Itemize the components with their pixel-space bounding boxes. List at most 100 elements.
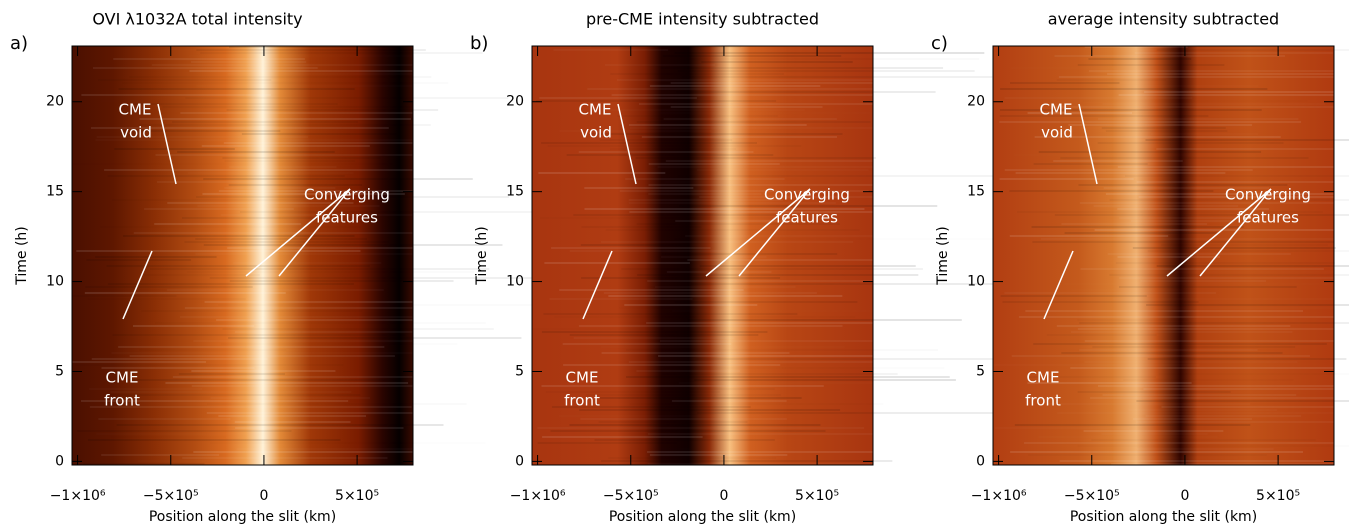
heatmap-streak xyxy=(559,289,744,291)
heatmap-streak xyxy=(619,190,869,192)
heatmap-streak xyxy=(1071,289,1182,291)
heatmap-streak xyxy=(1054,214,1349,216)
heatmap-streak xyxy=(538,172,666,174)
heatmap-streak xyxy=(601,460,893,462)
heatmap-streak xyxy=(1134,52,1333,54)
heatmap-streak xyxy=(1068,124,1253,126)
heatmap-streak xyxy=(151,64,475,66)
plot-frame xyxy=(71,45,414,466)
heatmap-streak xyxy=(1102,103,1325,105)
heatmap-streak xyxy=(636,223,840,225)
y-axis-label: Time (h) xyxy=(14,226,30,286)
annotation-line xyxy=(245,188,351,277)
heatmap-streak xyxy=(1161,244,1328,246)
heatmap-streak xyxy=(72,361,206,363)
heatmap-streak xyxy=(639,448,772,450)
heatmap-streak xyxy=(636,370,741,372)
heatmap-streak xyxy=(1144,91,1349,93)
heatmap-streak xyxy=(1125,175,1349,177)
heatmap-streak xyxy=(1014,424,1251,426)
y-tick-label: 15 xyxy=(506,184,524,200)
heatmap-streak xyxy=(110,394,361,396)
heatmap-streak xyxy=(994,364,1200,366)
chart-title: OVI λ1032A total intensity xyxy=(92,10,302,29)
heatmap-streak xyxy=(674,238,1010,240)
heatmap-streak xyxy=(240,211,580,213)
heatmap-streak xyxy=(687,58,979,60)
heatmap-streak xyxy=(659,340,925,342)
heatmap-streak xyxy=(605,64,715,66)
heatmap-streak xyxy=(562,343,732,345)
heatmap-streak xyxy=(587,88,896,90)
heatmap-streak xyxy=(107,175,345,177)
heatmap-streak xyxy=(549,298,692,300)
annotation: Converging xyxy=(1225,186,1311,204)
heatmap-streak xyxy=(1027,112,1133,114)
heatmap-streak xyxy=(1010,451,1303,453)
heatmap-streak xyxy=(118,88,355,90)
heatmap-streak xyxy=(579,409,841,411)
heatmap-streak xyxy=(101,367,255,369)
x-tick-label: −5×10⁵ xyxy=(143,488,199,504)
heatmap-streak xyxy=(999,121,1302,123)
annotation: features xyxy=(776,209,838,227)
heatmap-streak xyxy=(191,370,336,372)
heatmap-streak xyxy=(672,310,878,312)
heatmap-streak xyxy=(1084,361,1297,363)
heatmap-streak xyxy=(1136,181,1349,183)
heatmap-streak xyxy=(629,403,883,405)
plot-frame xyxy=(531,45,874,466)
heatmap-streak xyxy=(671,400,787,402)
heatmap-streak xyxy=(699,265,916,267)
heatmap-streak xyxy=(73,163,393,165)
heatmap-streak xyxy=(636,121,871,123)
heatmap-streak xyxy=(122,82,448,84)
heatmap-streak xyxy=(1097,142,1284,144)
heatmap-streak xyxy=(594,439,775,441)
heatmap-streak xyxy=(1077,64,1225,66)
heatmap-streak xyxy=(144,208,294,210)
heatmap-streak xyxy=(1084,340,1349,342)
annotation-line xyxy=(738,188,811,277)
annotation: CME xyxy=(579,101,612,119)
heatmap-streak xyxy=(167,202,354,204)
heatmap-streak xyxy=(649,454,788,456)
heatmap-streak xyxy=(106,265,370,267)
heatmap-streak xyxy=(679,205,938,207)
heatmap-streak xyxy=(221,343,458,345)
heatmap-streak xyxy=(77,430,292,432)
heatmap-streak xyxy=(218,190,559,192)
heatmap-streak xyxy=(1084,46,1188,48)
heatmap-streak xyxy=(1024,442,1344,444)
heatmap-streak xyxy=(180,112,435,114)
x-tick-label: −1×10⁶ xyxy=(50,488,106,504)
heatmap-streak xyxy=(1078,445,1349,447)
heatmap-streak xyxy=(630,127,884,129)
annotation: CME xyxy=(119,101,152,119)
heatmap-streak xyxy=(203,244,503,246)
heatmap-streak xyxy=(584,208,865,210)
heatmap-streak xyxy=(1118,286,1297,288)
heatmap-streak xyxy=(1112,298,1349,300)
heatmap-streak xyxy=(1054,55,1285,57)
heatmap-streak xyxy=(540,217,778,219)
heatmap-streak xyxy=(677,175,995,177)
heatmap-streak xyxy=(1033,343,1327,345)
heatmap-streak xyxy=(101,454,220,456)
y-tick-label: 10 xyxy=(506,274,524,290)
heatmap-streak xyxy=(1014,154,1256,156)
heatmap-streak xyxy=(648,163,780,165)
heatmap-streak xyxy=(1146,304,1349,306)
chart-title: pre-CME intensity subtracted xyxy=(586,10,819,29)
annotation-line xyxy=(157,103,177,185)
heatmap-streak xyxy=(542,436,703,438)
heatmap-streak xyxy=(1027,382,1192,384)
heatmap-streak xyxy=(224,187,336,189)
heatmap-streak xyxy=(90,127,389,129)
heatmap-streak xyxy=(1031,226,1244,228)
heatmap-streak xyxy=(995,427,1129,429)
heatmap-streak xyxy=(674,52,985,54)
heatmap-streak xyxy=(1038,436,1217,438)
heatmap-streak xyxy=(241,133,397,135)
heatmap-streak xyxy=(216,319,555,321)
